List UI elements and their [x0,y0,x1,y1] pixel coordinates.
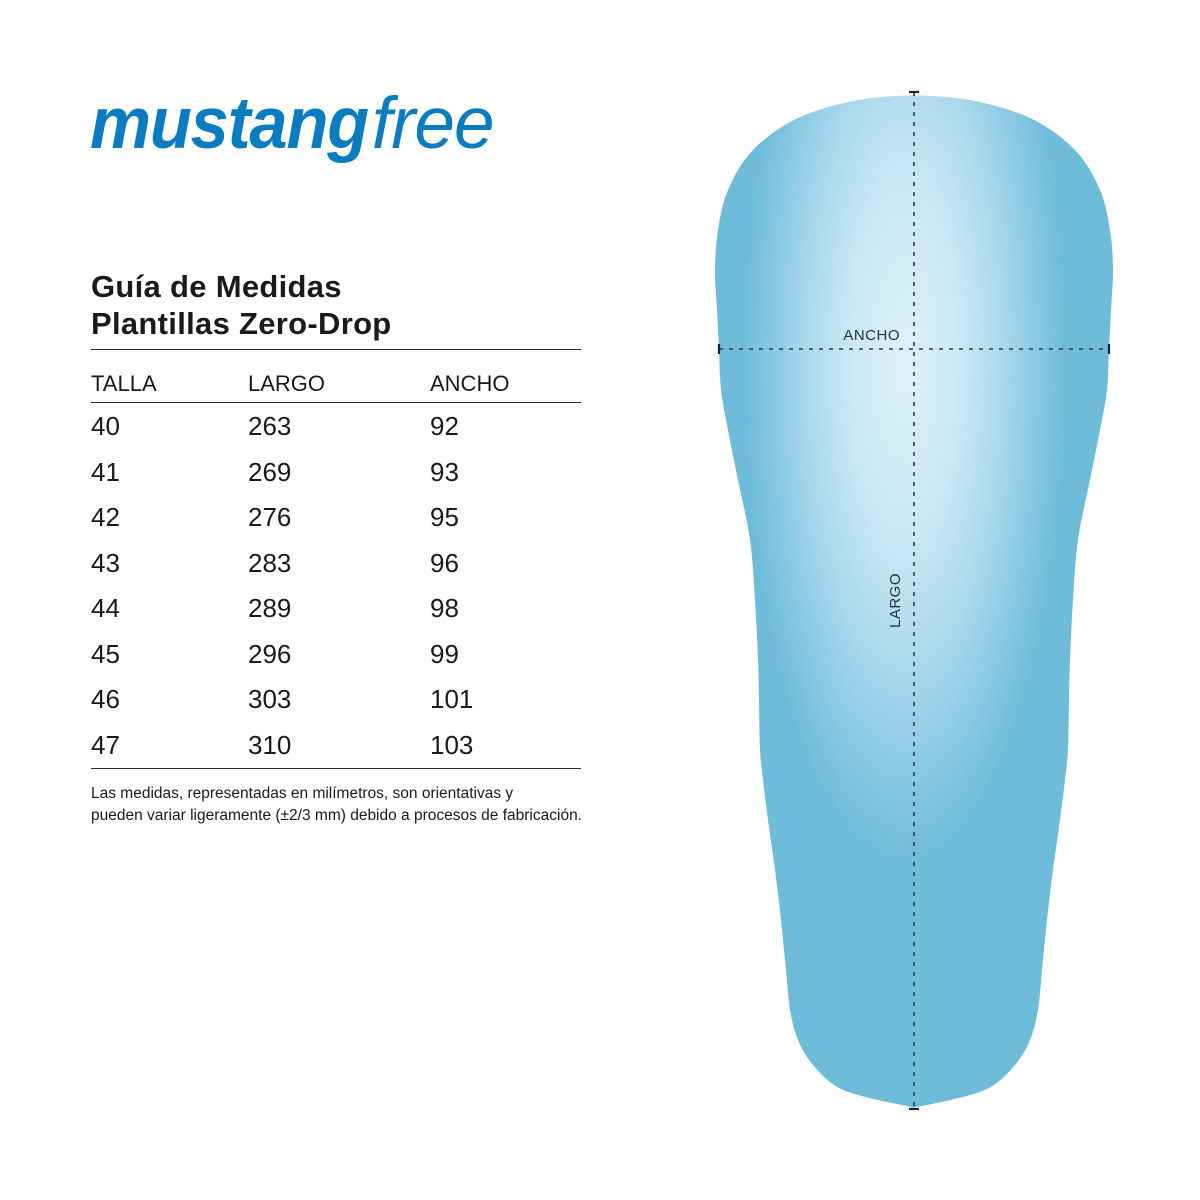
svg-text:ANCHO: ANCHO [843,327,900,344]
svg-text:LARGO: LARGO [887,573,904,628]
